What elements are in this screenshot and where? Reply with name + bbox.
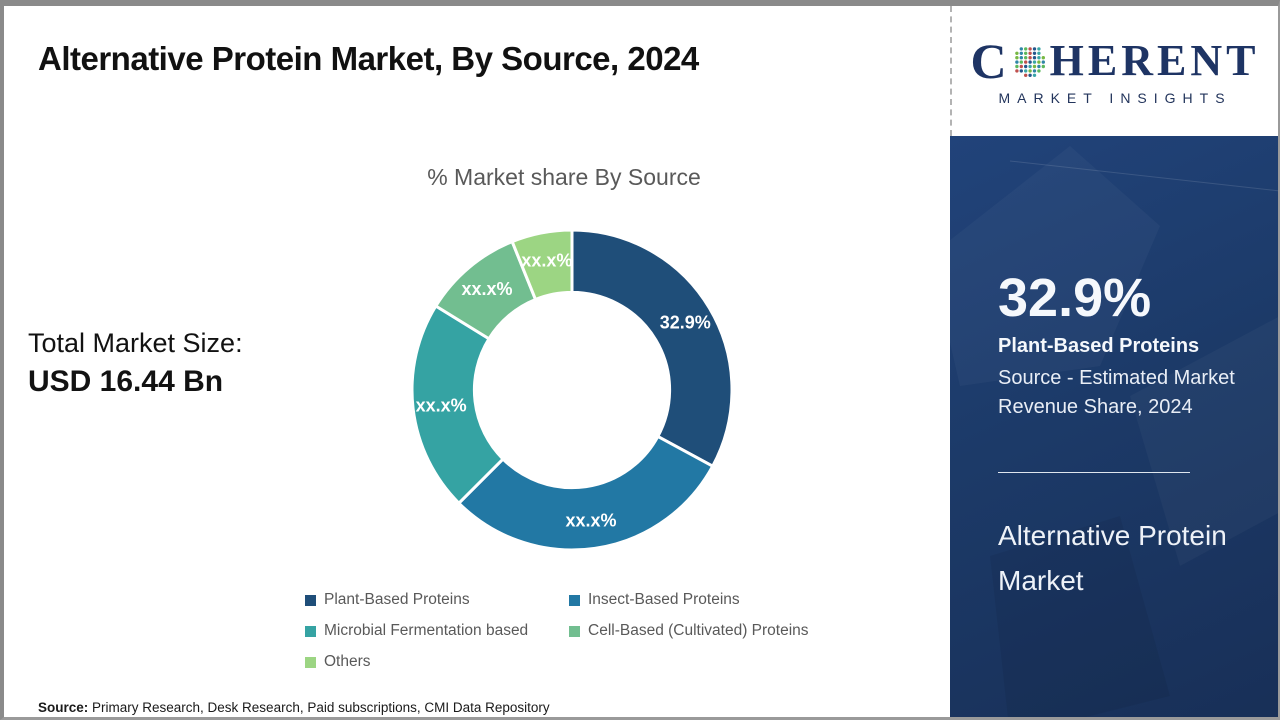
page-title: Alternative Protein Market, By Source, 2…: [38, 40, 699, 77]
legend-swatch: [305, 594, 316, 606]
slice-label: xx.x%: [416, 395, 467, 415]
donut-segment: [570, 228, 734, 469]
highlight-segment: Plant-Based Proteins: [998, 335, 1200, 357]
globe-icon: [1014, 47, 1045, 77]
sidebar-content: 32.9% Plant-Based Proteins Source - Esti…: [950, 136, 1278, 604]
brand-logo: C HERENT: [971, 36, 1260, 86]
legend-label: Microbial Fermentation based: [324, 622, 529, 639]
donut-segment: [410, 303, 506, 506]
slice-label: xx.x%: [565, 510, 616, 530]
legend-swatch: [305, 625, 316, 637]
chart-title: % Market share By Source: [427, 164, 701, 190]
highlight-value: 32.9%: [998, 268, 1152, 328]
map-pattern: [990, 160, 1278, 717]
brand-tagline: MARKET INSIGHTS: [998, 90, 1232, 106]
legend-item: Insect-Based Proteins: [569, 591, 809, 609]
legend-swatch: [569, 625, 580, 637]
legend-label: Others: [324, 653, 371, 670]
legend-item: Cell-Based (Cultivated) Proteins: [569, 622, 809, 640]
legend-swatch: [569, 594, 580, 606]
legend-label: Insect-Based Proteins: [588, 591, 740, 608]
total-market-label: Total Market Size:: [28, 328, 243, 358]
donut-segment: [510, 228, 574, 302]
total-market-value: USD 16.44 Bn: [28, 365, 224, 398]
legend-item: Microbial Fermentation based: [305, 622, 569, 640]
brand-letter-c: C: [970, 33, 1007, 89]
highlight-description: Source - Estimated Market Revenue Share,…: [998, 367, 1235, 418]
legend-swatch: [305, 656, 316, 668]
donut-segment: [456, 434, 715, 552]
brand-name: HERENT: [1049, 36, 1260, 85]
source-label: Source:: [38, 700, 89, 715]
legend-item: Plant-Based Proteins: [305, 591, 569, 609]
legend-label: Cell-Based (Cultivated) Proteins: [588, 622, 809, 639]
sidebar: 32.9% Plant-Based Proteins Source - Esti…: [950, 136, 1278, 717]
chart-legend: Plant-Based Proteins Insect-Based Protein…: [305, 591, 809, 671]
donut-chart: 32.9% xx.x% xx.x% xx.x% xx.x%: [410, 228, 734, 552]
report-title: Alternative Protein Market: [998, 520, 1227, 597]
source-text: Primary Research, Desk Research, Paid su…: [88, 700, 550, 715]
legend-label: Plant-Based Proteins: [324, 591, 470, 608]
legend-item: Others: [305, 653, 569, 671]
chart-area: 32.9% xx.x% xx.x% xx.x% xx.x%: [402, 220, 742, 560]
total-market-size: Total Market Size: USD 16.44 Bn: [28, 328, 243, 399]
slice-label: 32.9%: [660, 313, 711, 333]
footer: Source: Primary Research, Desk Research,…: [38, 700, 550, 715]
slice-label: xx.x%: [521, 251, 572, 271]
logo-box: C HERENT MARKET INSIGHTS: [950, 6, 1278, 136]
slice-label: xx.x%: [462, 279, 513, 299]
divider-line: [998, 472, 1190, 473]
